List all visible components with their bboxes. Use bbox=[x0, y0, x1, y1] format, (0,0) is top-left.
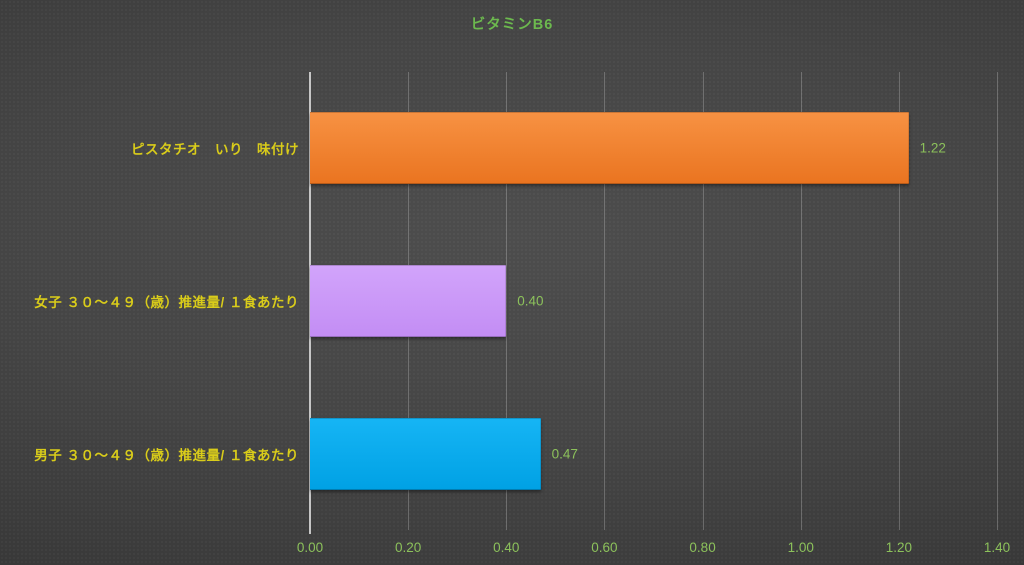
category-label: 男子 ３０～４９（歳）推進量/ １食あたり bbox=[34, 447, 299, 463]
x-tick-label: 0.20 bbox=[395, 540, 422, 555]
x-tick-label: 1.20 bbox=[885, 540, 912, 555]
bar-1 bbox=[310, 264, 507, 337]
data-label: 1.22 bbox=[919, 140, 946, 156]
category-label: ピスタチオ いり 味付け bbox=[131, 142, 299, 158]
gridline bbox=[702, 72, 704, 530]
x-tick-label: 0.00 bbox=[296, 540, 324, 555]
x-tick-label: 0.60 bbox=[591, 540, 618, 555]
gridline bbox=[997, 72, 998, 530]
bar-row: 1.22 bbox=[310, 72, 997, 225]
gridline bbox=[604, 72, 606, 530]
x-tick-label: 0.40 bbox=[493, 540, 520, 555]
bar-0 bbox=[310, 112, 909, 185]
value-axis-tick-labels: 0.00 0.20 0.40 0.60 0.80 1.00 1.20 1.40 bbox=[297, 540, 1010, 560]
category-label: 女子 ３０～４９（歳）推進量/ １食あたり bbox=[34, 294, 299, 310]
gridline bbox=[898, 72, 900, 530]
plot-area: 1.22 0.40 0.47 bbox=[309, 72, 998, 534]
x-tick-label: 1.00 bbox=[787, 540, 814, 555]
bar-2 bbox=[310, 417, 541, 490]
category-axis-labels: ピスタチオ いり 味付け女子 ３０～４９（歳）推進量/ １食あたり 男子 ３０～４… bbox=[0, 72, 299, 530]
x-tick-label: 0.80 bbox=[689, 540, 716, 555]
x-tick-label: 1.40 bbox=[983, 540, 1011, 555]
data-label: 0.40 bbox=[517, 293, 544, 309]
gridline bbox=[800, 72, 802, 530]
bar-row: 0.47 bbox=[310, 377, 997, 530]
data-label: 0.47 bbox=[551, 446, 578, 462]
gridline bbox=[506, 72, 508, 530]
bar-row: 0.40 bbox=[310, 225, 997, 378]
chart-title: ビタミンB6 bbox=[470, 17, 554, 33]
